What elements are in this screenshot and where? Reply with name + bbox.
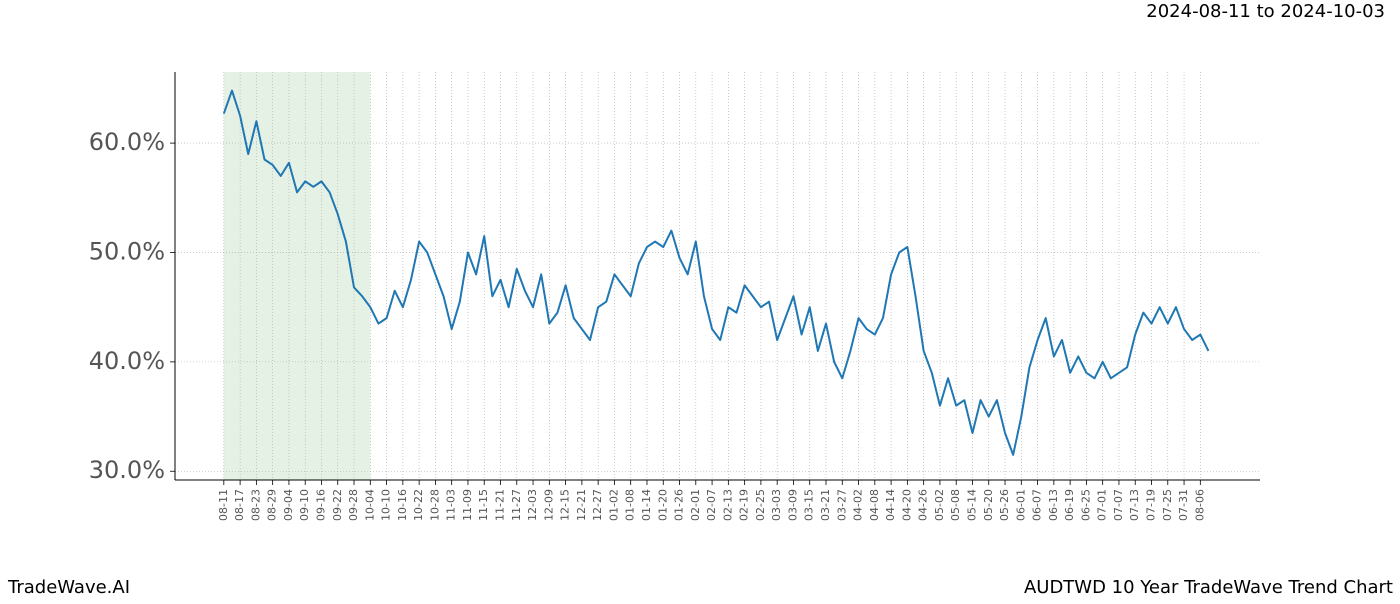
y-tick-label: 60.0% [89, 128, 165, 156]
x-tick-label: 09-16 [314, 489, 327, 521]
x-tick-label: 07-25 [1161, 489, 1174, 521]
x-tick-label: 08-11 [217, 489, 230, 521]
x-tick-label: 01-02 [607, 489, 620, 521]
x-tick-label: 01-14 [640, 489, 653, 521]
x-tick-label: 04-08 [868, 489, 881, 521]
x-tick-label: 07-07 [1112, 489, 1125, 521]
x-tick-label: 09-22 [331, 489, 344, 521]
x-tick-label: 05-08 [949, 489, 962, 521]
x-tick-label: 02-13 [721, 489, 734, 521]
brand: TradeWave.AI [7, 577, 130, 598]
y-tick-label: 30.0% [89, 456, 165, 484]
x-tick-label: 06-01 [1014, 489, 1027, 521]
x-tick-label: 12-15 [559, 489, 572, 521]
x-tick-label: 12-27 [591, 489, 604, 521]
x-tick-label: 05-02 [933, 489, 946, 521]
trend-line [222, 89, 1210, 456]
x-tick-label: 09-10 [298, 489, 311, 521]
y-tick-label: 50.0% [89, 237, 165, 265]
x-tick-label: 12-09 [542, 489, 555, 521]
x-tick-label: 06-13 [1047, 489, 1060, 521]
x-tick-label: 03-15 [803, 489, 816, 521]
x-tick-label: 11-03 [445, 489, 458, 521]
date-range: 2024-08-11 to 2024-10-03 [1146, 1, 1385, 22]
x-tick-label: 04-20 [900, 489, 913, 521]
x-tick-label: 06-07 [1031, 489, 1044, 521]
x-tick-label: 02-01 [689, 489, 702, 521]
x-tick-label: 01-20 [656, 489, 669, 521]
x-tick-label: 01-26 [673, 489, 686, 521]
x-tick-label: 05-14 [965, 489, 978, 521]
x-tick-label: 08-06 [1193, 489, 1206, 521]
x-tick-label: 04-02 [852, 489, 865, 521]
x-tick-label: 06-25 [1079, 489, 1092, 521]
x-tick-label: 10-16 [396, 489, 409, 521]
x-tick-label: 06-19 [1063, 489, 1076, 521]
x-tick-label: 10-22 [412, 489, 425, 521]
x-tick-label: 04-14 [884, 489, 897, 521]
x-tick-label: 12-21 [575, 489, 588, 521]
x-tick-label: 04-26 [917, 489, 930, 521]
x-tick-label: 02-25 [754, 489, 767, 521]
x-tick-label: 08-17 [233, 489, 246, 521]
x-tick-label: 10-28 [428, 489, 441, 521]
x-tick-label: 07-31 [1177, 489, 1190, 521]
x-tick-label: 02-19 [738, 489, 751, 521]
x-tick-label: 02-07 [705, 489, 718, 521]
x-tick-label: 03-09 [786, 489, 799, 521]
highlight-span [223, 72, 371, 480]
x-tick-label: 07-19 [1145, 489, 1158, 521]
x-tick-label: 10-04 [363, 489, 376, 521]
x-tick-label: 09-28 [347, 489, 360, 521]
x-tick-label: 07-13 [1128, 489, 1141, 521]
x-tick-label: 12-03 [526, 489, 539, 521]
x-tick-label: 07-01 [1096, 489, 1109, 521]
x-tick-label: 11-15 [477, 489, 490, 521]
x-tick-label: 03-21 [819, 489, 832, 521]
x-tick-label: 08-29 [266, 489, 279, 521]
x-tick-label: 05-20 [982, 489, 995, 521]
chart-title: AUDTWD 10 Year TradeWave Trend Chart [1024, 577, 1393, 598]
y-tick-label: 40.0% [89, 347, 165, 375]
x-tick-label: 03-27 [835, 489, 848, 521]
x-tick-label: 11-21 [494, 489, 507, 521]
x-tick-label: 08-23 [249, 489, 262, 521]
x-tick-label: 03-03 [770, 489, 783, 521]
x-tick-label: 11-27 [510, 489, 523, 521]
x-tick-label: 01-08 [624, 489, 637, 521]
x-tick-label: 11-09 [461, 489, 474, 521]
x-tick-label: 10-10 [380, 489, 393, 521]
x-tick-label: 09-04 [282, 489, 295, 521]
x-tick-label: 05-26 [998, 489, 1011, 521]
